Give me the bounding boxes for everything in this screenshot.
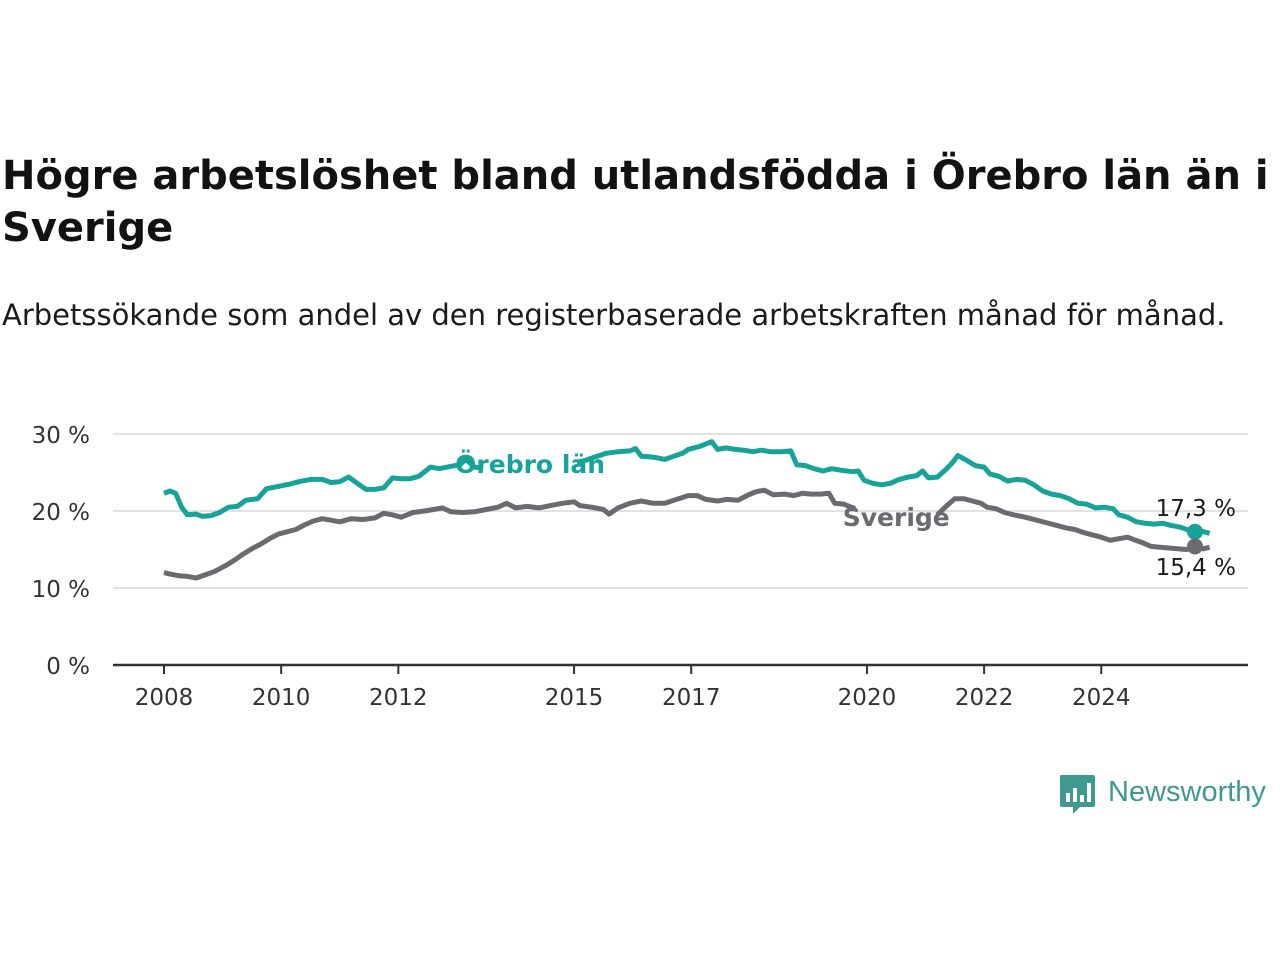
y-tick-label-20: 20 %: [32, 500, 90, 526]
x-tick-label-2020: 2020: [838, 685, 897, 711]
newsworthy-logo-text: Newsworthy: [1108, 776, 1266, 808]
series-line-orebro-lan: [163, 439, 1211, 536]
newsworthy-logo-icon: [1060, 775, 1095, 814]
x-tick-label-2022: 2022: [955, 685, 1014, 711]
newsworthy-logo[interactable]: Newsworthy: [1058, 773, 1280, 819]
chart-subtitle: Arbetssökande som andel av den registerb…: [2, 298, 1226, 332]
end-label-orebro-lan: 17,3 %: [1156, 496, 1236, 522]
series-line-sverige: [163, 487, 1211, 581]
y-tick-label-0: 0 %: [46, 654, 90, 680]
end-point-sverige: [1187, 538, 1203, 555]
x-tick-label-2008: 2008: [135, 685, 194, 711]
x-tick-label-2012: 2012: [369, 685, 428, 711]
x-tick-label-2010: 2010: [252, 685, 311, 711]
y-tick-label-10: 10 %: [32, 577, 90, 603]
chart-title: Högre arbetslöshet bland utlandsfödda i …: [2, 153, 1269, 251]
x-tick-label-2017: 2017: [662, 685, 721, 711]
y-tick-label-30: 30 %: [32, 423, 90, 449]
series-label-sverige: Sverige: [843, 503, 950, 532]
x-tick-label-2015: 2015: [545, 685, 604, 711]
end-point-orebro-lan: [1187, 523, 1203, 540]
series-label-orebro-lan: Örebro län: [455, 449, 605, 479]
end-label-sverige: 15,4 %: [1156, 555, 1236, 581]
line-chart: 0 % 10 % 20 % 30 % 2008 2010 2012 2015 2017 2020 2…: [32, 423, 1248, 711]
x-tick-label-2024: 2024: [1072, 685, 1131, 711]
